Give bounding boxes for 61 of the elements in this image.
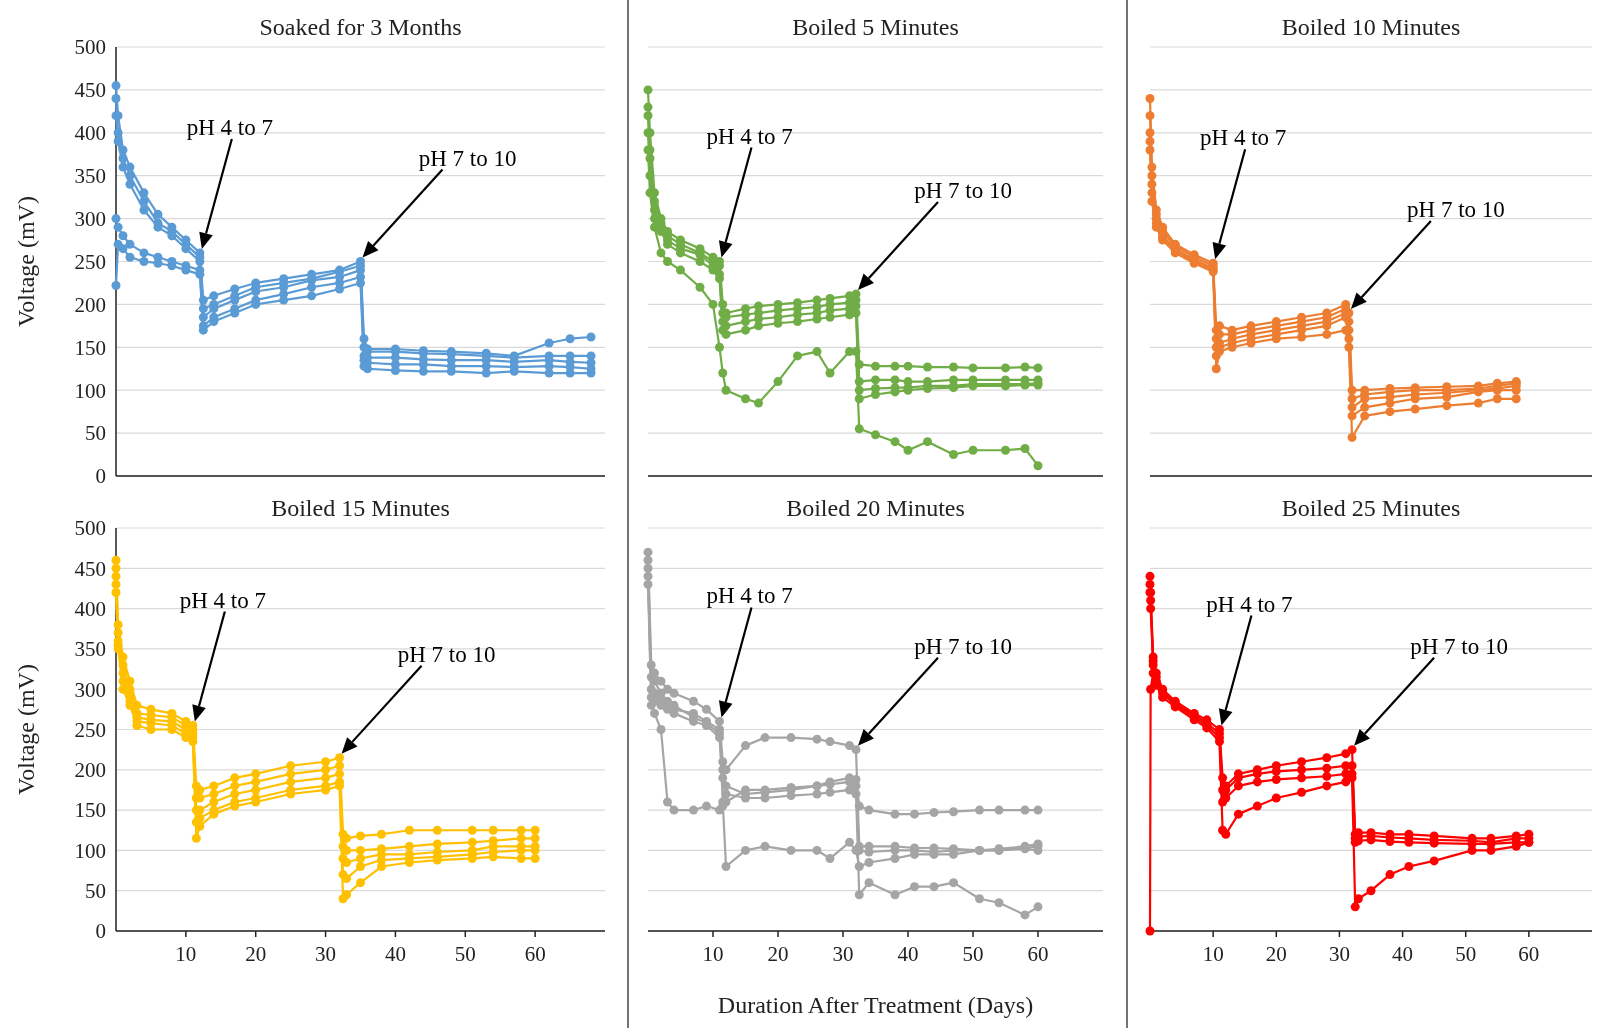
annotation: pH 7 to 10 [1410,633,1508,659]
y-tick-label: 450 [74,78,106,103]
annotation: pH 7 to 10 [397,641,496,667]
x-tick-label: 60 [1027,942,1049,966]
x-tick-label: 30 [315,942,337,966]
y-tick-label: 250 [74,717,106,742]
annotation: pH 4 to 7 [1206,591,1293,617]
y-axis-title: Voltage (mV) [13,196,39,327]
annotation: pH 4 to 7 [179,587,266,613]
y-tick-label: 0 [95,919,106,944]
y-tick-label: 0 [95,464,106,489]
x-axis-title: Duration After Treatment (Days) [717,992,1034,1018]
x-tick-label: 20 [245,942,267,966]
y-tick-label: 50 [85,421,106,446]
chart-title: Boiled 25 Minutes [1281,495,1461,521]
y-tick-label: 400 [74,596,106,621]
chart-title: Boiled 10 Minutes [1281,14,1461,40]
annotation: pH 4 to 7 [186,114,273,140]
chart-title: Soaked for 3 Months [259,14,462,40]
annotation: pH 4 to 7 [1200,125,1287,151]
chart-title: Boiled 20 Minutes [786,495,965,521]
x-tick-label: 60 [1518,942,1540,966]
y-tick-label: 50 [85,879,106,904]
annotation: pH 7 to 10 [914,633,1012,659]
y-tick-label: 250 [74,249,106,274]
x-tick-label: 40 [897,942,919,966]
x-tick-label: 40 [1392,942,1414,966]
y-tick-label: 450 [74,556,106,581]
y-tick-label: 200 [74,758,106,783]
x-tick-label: 60 [524,942,546,966]
annotation: pH 7 to 10 [1407,197,1505,223]
chart-title: Boiled 15 Minutes [271,495,450,521]
x-tick-label: 30 [832,942,854,966]
annotation: pH 4 to 7 [706,123,793,149]
y-tick-label: 150 [74,335,106,360]
x-tick-label: 40 [384,942,406,966]
y-tick-label: 200 [74,292,106,317]
x-tick-label: 20 [1265,942,1287,966]
x-tick-label: 20 [767,942,789,966]
y-tick-label: 350 [74,637,106,662]
x-tick-label: 10 [175,942,197,966]
y-tick-label: 150 [74,798,106,823]
x-tick-label: 10 [702,942,724,966]
y-axis-title: Voltage (mV) [13,664,39,795]
x-tick-label: 10 [1202,942,1224,966]
y-tick-label: 350 [74,164,106,189]
annotation: pH 7 to 10 [418,145,517,171]
y-tick-label: 100 [74,378,106,403]
annotation: pH 7 to 10 [914,178,1012,204]
x-tick-label: 50 [962,942,984,966]
x-tick-label: 30 [1328,942,1350,966]
annotation: pH 4 to 7 [706,583,793,609]
y-tick-label: 400 [74,121,106,146]
y-tick-label: 100 [74,838,106,863]
y-tick-label: 500 [74,516,106,541]
y-tick-label: 300 [74,677,106,702]
y-tick-label: 500 [74,35,106,60]
y-tick-label: 300 [74,206,106,231]
chart-title: Boiled 5 Minutes [792,14,959,40]
x-tick-label: 50 [1455,942,1477,966]
x-tick-label: 50 [454,942,476,966]
